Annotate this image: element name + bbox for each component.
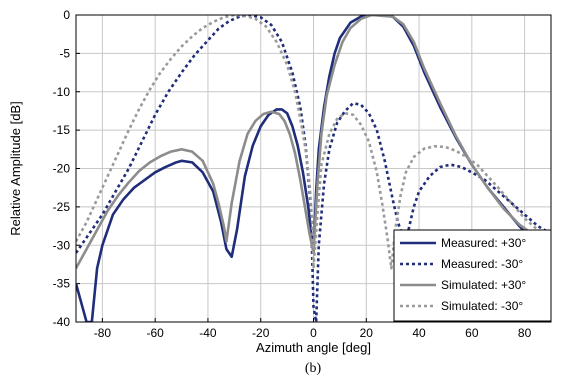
- y-tick-label: -35: [53, 277, 71, 291]
- plot-frame: [75, 14, 552, 323]
- legend-label: Simulated: +30°: [441, 278, 526, 292]
- figure-caption: (b): [305, 361, 322, 376]
- y-tick-label: -15: [53, 123, 71, 137]
- y-tick-label: -10: [53, 85, 71, 99]
- x-tick-label: -60: [146, 326, 164, 340]
- legend-label: Simulated: -30°: [441, 299, 523, 313]
- y-axis-label: Relative Amplitude [dB]: [8, 101, 23, 235]
- legend-label: Measured: +30°: [441, 236, 526, 250]
- x-tick-labels: -80 -60 -40 -20 0 20 40 60 80: [94, 326, 532, 340]
- series-line-4: [76, 15, 551, 270]
- y-tick-label: 0: [63, 8, 70, 22]
- x-tick-label: 60: [465, 326, 479, 340]
- y-tick-labels: 0 -5 -10 -15 -20 -25 -30 -35 -40: [53, 8, 71, 329]
- x-tick-label: 20: [360, 326, 374, 340]
- series-line-3: [76, 15, 551, 269]
- y-tick-label: -40: [53, 315, 71, 329]
- series-line-2: [76, 15, 551, 322]
- x-tick-label: 0: [310, 326, 317, 340]
- x-tick-label: -40: [199, 326, 217, 340]
- y-tick-label: -30: [53, 238, 71, 252]
- legend: Measured: +30° Measured: -30° Simulated: +…: [393, 229, 552, 322]
- legend-label: Measured: -30°: [441, 257, 523, 271]
- y-tick-label: -5: [59, 46, 70, 60]
- x-tick-label: -80: [94, 326, 112, 340]
- y-tick-label: -20: [53, 162, 71, 176]
- x-tick-label: 40: [412, 326, 426, 340]
- series-lines: [76, 15, 551, 322]
- series-line-1: [76, 15, 551, 322]
- x-tick-label: -20: [252, 326, 270, 340]
- x-tick-label: 80: [518, 326, 532, 340]
- y-tick-label: -25: [53, 200, 71, 214]
- x-axis-label: Azimuth angle [deg]: [256, 340, 371, 355]
